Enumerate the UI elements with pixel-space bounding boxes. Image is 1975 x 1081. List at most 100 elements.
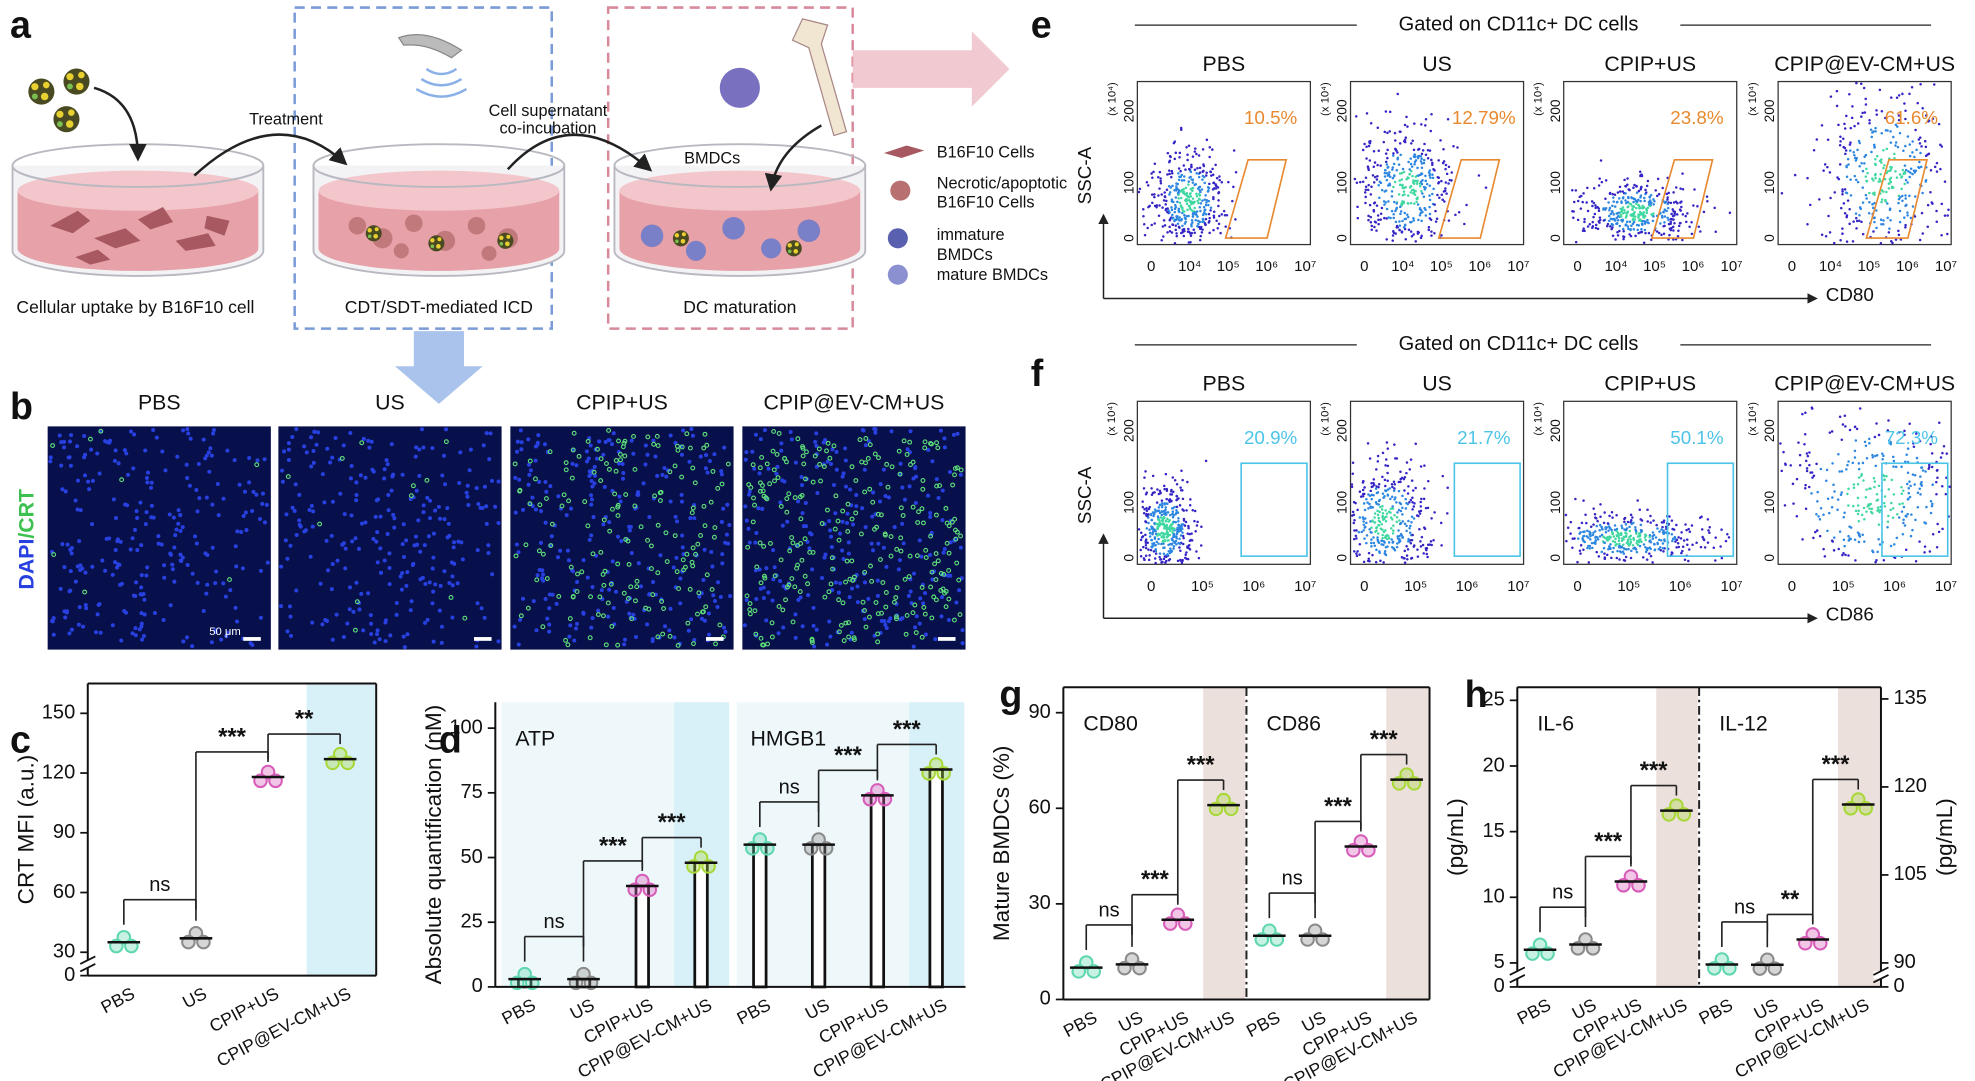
nucleus xyxy=(627,611,632,616)
nucleus xyxy=(770,598,775,603)
event-dot xyxy=(1208,146,1212,149)
y-tick-label: 0 xyxy=(1548,554,1563,562)
y-unit: (x 10⁴) xyxy=(1319,82,1331,116)
event-dot xyxy=(1622,552,1626,555)
event-dot xyxy=(1186,532,1189,535)
event-dot xyxy=(1662,529,1665,532)
event-dot xyxy=(1611,539,1615,543)
nucleus xyxy=(934,477,939,482)
event-dot xyxy=(1889,130,1892,133)
event-dot xyxy=(1929,435,1933,438)
y-tick-label: 0 xyxy=(64,964,75,986)
event-dot xyxy=(1413,153,1417,156)
event-dot xyxy=(1906,447,1910,450)
event-dot xyxy=(1191,509,1195,512)
crt-signal xyxy=(783,597,789,603)
x-tick-label: 0 xyxy=(1147,578,1155,595)
event-dot xyxy=(1857,519,1861,523)
event-dot xyxy=(1815,513,1818,516)
event-dot xyxy=(1843,544,1846,548)
nucleus xyxy=(926,447,931,452)
event-dot xyxy=(1639,219,1642,223)
event-dot xyxy=(1396,537,1400,540)
nucleus xyxy=(125,503,130,508)
event-dot xyxy=(1484,186,1488,189)
nucleus xyxy=(209,640,214,645)
event-dot xyxy=(1177,172,1180,175)
event-dot xyxy=(1650,213,1653,216)
nucleus xyxy=(518,428,523,433)
nucleus xyxy=(294,427,299,432)
nucleus xyxy=(452,561,457,566)
nucleus xyxy=(592,464,597,469)
event-dot xyxy=(1948,485,1952,489)
crt-signal xyxy=(667,469,673,475)
event-dot xyxy=(1186,480,1189,484)
nucleus xyxy=(391,512,396,517)
event-dot xyxy=(1880,200,1883,204)
event-dot xyxy=(1447,219,1451,222)
cells xyxy=(50,206,230,265)
event-dot xyxy=(1585,521,1588,525)
event-dot xyxy=(1399,212,1402,216)
event-dot xyxy=(1396,156,1400,160)
crt-signal xyxy=(898,505,904,511)
event-dot xyxy=(1191,189,1194,193)
event-dot xyxy=(1350,483,1354,486)
event-dot xyxy=(1915,432,1918,435)
event-dot xyxy=(1902,149,1905,152)
gate xyxy=(1865,158,1928,239)
nucleus xyxy=(375,560,380,565)
event-dot xyxy=(1367,218,1370,222)
nucleus xyxy=(846,540,851,545)
x-tick-label: 10⁵ xyxy=(1404,578,1427,595)
nucleus xyxy=(73,498,78,503)
crt-signal xyxy=(952,527,958,533)
event-dot xyxy=(1365,112,1369,115)
event-dot xyxy=(1893,152,1896,156)
nucleus xyxy=(318,581,323,586)
nucleus xyxy=(486,551,491,556)
event-dot xyxy=(1603,556,1607,559)
event-dot xyxy=(1877,523,1881,526)
crt-signal xyxy=(862,608,867,613)
event-dot xyxy=(1621,196,1625,200)
crt-signal xyxy=(818,478,823,484)
crt-signal xyxy=(540,624,546,630)
nucleus xyxy=(960,628,965,633)
nucleus xyxy=(293,482,298,487)
nucleus xyxy=(719,472,724,477)
event-dot xyxy=(1403,224,1407,227)
event-dot xyxy=(1372,150,1376,153)
nucleus xyxy=(401,522,406,527)
event-dot xyxy=(1477,174,1481,177)
event-dot xyxy=(1385,238,1388,241)
event-dot xyxy=(1411,508,1414,511)
event-dot xyxy=(1387,216,1390,219)
event-dot xyxy=(1651,537,1655,541)
event-dot xyxy=(1685,538,1689,541)
nucleus xyxy=(535,440,540,445)
event-dot xyxy=(1383,175,1387,178)
event-dot xyxy=(1212,228,1215,232)
nucleus xyxy=(831,482,836,487)
event-dot xyxy=(1373,161,1377,164)
nucleus xyxy=(814,452,819,457)
nucleus xyxy=(482,484,487,489)
nucleus xyxy=(913,501,918,506)
micrograph xyxy=(47,426,271,650)
event-dot xyxy=(1373,220,1377,223)
event-dot xyxy=(1587,536,1590,539)
event-dot xyxy=(1177,207,1181,211)
crt-signal xyxy=(661,606,667,611)
event-dot xyxy=(1606,222,1610,226)
nucleus xyxy=(679,492,684,497)
event-dot xyxy=(1900,465,1903,469)
event-dot xyxy=(1407,540,1410,543)
event-dot xyxy=(1590,541,1594,545)
crt-signal xyxy=(655,522,661,528)
crt-signal xyxy=(600,613,606,619)
event-dot xyxy=(1844,553,1847,557)
nucleus xyxy=(382,467,387,472)
nucleus xyxy=(490,572,495,577)
